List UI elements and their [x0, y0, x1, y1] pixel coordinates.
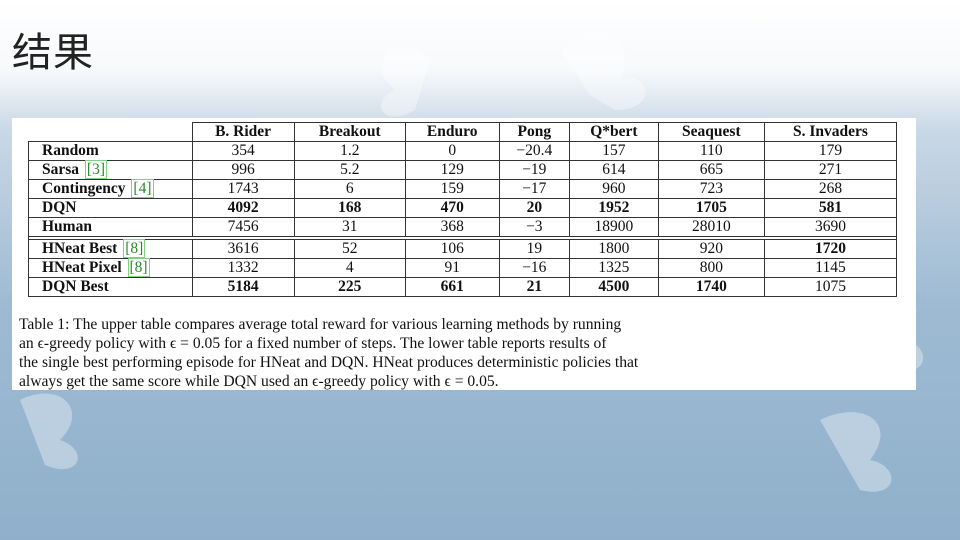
citation-link[interactable]: [8] [127, 258, 150, 277]
table-cell: 3616 [191, 239, 295, 259]
table-caption: Table 1: The upper table compares averag… [19, 315, 911, 391]
table-row: HNeat Pixel [8] 1332 4 91 −16 1325 800 1145 [28, 258, 898, 278]
table-row: Contingency [4] 1743 6 159 −17 960 723 268 [28, 179, 898, 199]
table-cell: 20 [498, 198, 571, 218]
caption-line: always get the same score while DQN used… [19, 373, 499, 390]
table-row: Human 7456 31 368 −3 18900 28010 3690 [28, 217, 898, 237]
table-cell: 1952 [569, 198, 659, 218]
column-header: Q*bert [569, 122, 659, 142]
table-cell: 1145 [763, 258, 898, 278]
table-cell: 1740 [657, 277, 765, 297]
table-row: Random 354 1.2 0 −20.4 157 110 179 [28, 141, 898, 161]
caption-line: the single best performing episode for H… [19, 354, 639, 371]
table-cell: 129 [404, 160, 500, 180]
table-cell: 661 [404, 277, 500, 297]
table-cell: 110 [657, 141, 765, 161]
table-cell: 179 [763, 141, 898, 161]
table-cell: 581 [763, 198, 898, 218]
table-image-panel: B. Rider Breakout Enduro Pong Q*bert Seaquest… [12, 118, 916, 390]
citation-link[interactable]: [4] [131, 179, 154, 198]
caption-line: Table 1: The upper table compares averag… [19, 316, 622, 333]
upper-table-body: Random 354 1.2 0 −20.4 157 110 179 Sarsa [3] 996 5… [28, 141, 898, 237]
table-cell: 1325 [569, 258, 659, 278]
table-cell: 31 [293, 217, 406, 237]
slide-title: 结果 [12, 30, 94, 76]
column-header: Enduro [404, 122, 500, 142]
table-row: HNeat Best [8] 3616 52 106 19 1800 920 1720 [28, 239, 898, 259]
table-cell: 665 [657, 160, 765, 180]
corner-cell [28, 122, 193, 142]
row-label: DQN Best [28, 277, 193, 297]
row-label: HNeat Best [8] [28, 239, 193, 259]
table-cell: 800 [657, 258, 765, 278]
row-label: DQN [28, 198, 193, 218]
table-cell: 271 [763, 160, 898, 180]
table-cell: 268 [763, 179, 898, 199]
table-cell: 225 [293, 277, 406, 297]
table-row: DQN 4092 168 470 20 1952 1705 581 [28, 198, 898, 218]
table-cell: 996 [191, 160, 295, 180]
table-cell: 5184 [191, 277, 295, 297]
column-header: Seaquest [657, 122, 765, 142]
table-cell: 6 [293, 179, 406, 199]
row-label: Contingency [4] [28, 179, 193, 199]
table-cell: 168 [293, 198, 406, 218]
column-header: B. Rider [191, 122, 295, 142]
results-table: B. Rider Breakout Enduro Pong Q*bert Seaquest… [28, 122, 898, 297]
column-header: Pong [498, 122, 571, 142]
table-cell: 157 [569, 141, 659, 161]
table-cell: −16 [498, 258, 571, 278]
table-cell: 7456 [191, 217, 295, 237]
table-cell: 3690 [763, 217, 898, 237]
row-label: Sarsa [3] [28, 160, 193, 180]
table-row: Sarsa [3] 996 5.2 129 −19 614 665 271 [28, 160, 898, 180]
table-cell: 368 [404, 217, 500, 237]
column-header: Breakout [293, 122, 406, 142]
table-cell: 91 [404, 258, 500, 278]
table-cell: 19 [498, 239, 571, 259]
table-cell: −3 [498, 217, 571, 237]
table-cell: 4092 [191, 198, 295, 218]
table-cell: 28010 [657, 217, 765, 237]
table-cell: 52 [293, 239, 406, 259]
table-cell: 1743 [191, 179, 295, 199]
table-cell: 1075 [763, 277, 898, 297]
table-row: DQN Best 5184 225 661 21 4500 1740 1075 [28, 277, 898, 297]
table-cell: 1800 [569, 239, 659, 259]
table-cell: 1332 [191, 258, 295, 278]
table-cell: 18900 [569, 217, 659, 237]
lower-table-body: HNeat Best [8] 3616 52 106 19 1800 920 1720 HNea… [28, 239, 898, 297]
table-cell: 106 [404, 239, 500, 259]
column-header: S. Invaders [763, 122, 898, 142]
row-label: HNeat Pixel [8] [28, 258, 193, 278]
caption-line: an ϵ-greedy policy with ϵ = 0.05 for a f… [19, 335, 607, 352]
table-cell: 1705 [657, 198, 765, 218]
table-cell: 614 [569, 160, 659, 180]
row-label: Human [28, 217, 193, 237]
table-cell: −17 [498, 179, 571, 199]
table-cell: 4500 [569, 277, 659, 297]
citation-link[interactable]: [8] [123, 239, 146, 258]
table-cell: 354 [191, 141, 295, 161]
table-cell: 1720 [763, 239, 898, 259]
row-label: Random [28, 141, 193, 161]
citation-link[interactable]: [3] [84, 160, 107, 179]
table-cell: 723 [657, 179, 765, 199]
table-cell: 0 [404, 141, 500, 161]
table-cell: 1.2 [293, 141, 406, 161]
table-header-row: B. Rider Breakout Enduro Pong Q*bert Seaquest… [28, 122, 898, 142]
table-cell: −20.4 [498, 141, 571, 161]
table-cell: 470 [404, 198, 500, 218]
table-cell: −19 [498, 160, 571, 180]
table-cell: 4 [293, 258, 406, 278]
table-cell: 159 [404, 179, 500, 199]
table-cell: 960 [569, 179, 659, 199]
table-cell: 5.2 [293, 160, 406, 180]
table-cell: 920 [657, 239, 765, 259]
table-cell: 21 [498, 277, 571, 297]
